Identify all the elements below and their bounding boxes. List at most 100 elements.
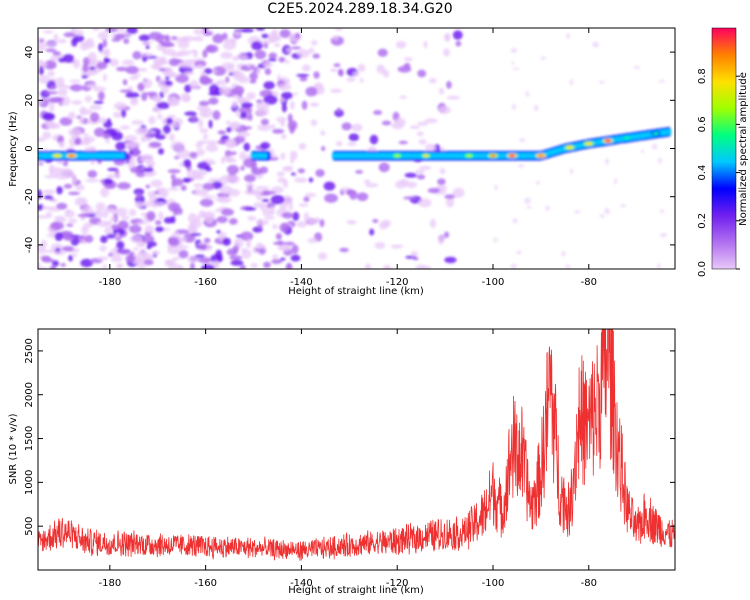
spectral-noise-blob xyxy=(100,235,108,244)
spectral-noise-blob xyxy=(221,62,235,69)
spectral-noise-blob xyxy=(163,193,168,199)
spectral-noise-blob xyxy=(97,256,109,261)
spectral-noise-blob xyxy=(38,100,45,104)
spectral-noise-blob xyxy=(231,100,238,108)
spectral-noise-blob xyxy=(228,218,238,225)
spectral-noise-blob xyxy=(172,256,181,261)
spectral-noise-blob xyxy=(620,204,626,208)
spectral-noise-blob xyxy=(429,218,437,229)
spectral-noise-blob xyxy=(167,246,181,255)
spectral-noise-blob xyxy=(123,38,130,44)
spectral-noise-blob xyxy=(307,237,318,244)
spectral-noise-blob xyxy=(152,201,166,206)
spectral-noise-blob xyxy=(321,145,326,152)
spectral-noise-blob xyxy=(130,97,139,103)
spectral-noise-blob xyxy=(376,64,386,74)
spectral-noise-blob xyxy=(335,28,343,31)
spectral-noise-blob xyxy=(126,141,139,148)
spectral-noise-blob xyxy=(443,48,450,57)
spectral-noise-blob xyxy=(213,69,218,73)
spectral-noise-blob xyxy=(263,216,276,220)
spectral-noise-blob xyxy=(438,87,445,95)
spectral-noise-blob xyxy=(184,71,195,76)
spectral-noise-blob xyxy=(100,187,110,198)
spectral-noise-blob xyxy=(208,119,213,129)
ridge-hotspot xyxy=(585,142,592,146)
spectral-noise-blob xyxy=(246,238,252,249)
snr-x-tick-label: -80 xyxy=(581,578,597,589)
spectral-noise-blob xyxy=(183,159,192,168)
spectral-noise-blob xyxy=(163,217,173,224)
spectral-noise-blob xyxy=(38,215,48,219)
spectral-noise-blob xyxy=(160,42,175,48)
spectral-noise-blob xyxy=(132,247,139,251)
spectral-noise-blob xyxy=(320,130,326,136)
spectral-noise-blob xyxy=(105,28,118,33)
spectral-noise-blob xyxy=(383,264,392,269)
spectral-noise-blob xyxy=(121,215,130,221)
spectral-noise-blob xyxy=(372,218,379,223)
spectral-noise-blob xyxy=(240,111,247,118)
spectral-noise-blob xyxy=(216,229,221,234)
spectral-noise-blob xyxy=(157,113,163,120)
spectral-noise-blob xyxy=(279,222,290,233)
spectral-noise-blob xyxy=(247,112,253,121)
spectral-noise-blob xyxy=(241,102,253,109)
spectral-noise-blob xyxy=(143,259,154,266)
spectral-noise-blob xyxy=(330,68,338,73)
spectral-noise-blob xyxy=(418,198,432,208)
spectral-noise-blob xyxy=(104,178,113,185)
colorbar-tick-label: 0.6 xyxy=(697,116,708,132)
spectral-noise-blob xyxy=(339,247,349,253)
spectral-noise-blob xyxy=(381,120,392,126)
snr-x-tick-label: -140 xyxy=(290,578,313,589)
spectral-noise-blob xyxy=(445,32,451,42)
spectral-noise-blob xyxy=(42,131,52,140)
spectral-noise-blob xyxy=(437,178,446,186)
spectral-noise-blob xyxy=(230,259,244,266)
spectral-noise-blob xyxy=(240,165,245,171)
spectral-noise-blob xyxy=(281,212,294,219)
spectral-noise-blob xyxy=(155,220,162,226)
spectrogram-panel: -180 -160 -140 -120 -100 -80 -40 -20 0 20 40 Heig… xyxy=(8,27,676,297)
spectral-noise-blob xyxy=(170,173,176,180)
spectral-noise-blob xyxy=(569,168,574,174)
spectral-noise-blob xyxy=(381,219,392,228)
spectral-noise-blob xyxy=(416,131,424,137)
spectral-noise-blob xyxy=(169,72,180,78)
spectral-noise-blob xyxy=(44,91,59,95)
spectral-noise-blob xyxy=(180,92,191,103)
spectral-noise-blob xyxy=(56,202,68,210)
spectral-noise-blob xyxy=(445,197,455,208)
spectrogram-y-axis-label: Frequency (Hz) xyxy=(8,111,19,187)
spectral-noise-blob xyxy=(418,139,427,145)
spectral-noise-blob xyxy=(178,249,189,259)
spectral-noise-blob xyxy=(272,224,278,230)
spectral-noise-blob xyxy=(199,128,209,134)
spectral-noise-blob xyxy=(133,188,145,196)
spectral-noise-blob xyxy=(177,265,184,269)
spectral-noise-blob xyxy=(135,67,148,72)
spectral-noise-blob xyxy=(38,74,50,84)
spectral-noise-blob xyxy=(598,80,605,84)
spectral-noise-blob xyxy=(278,244,288,250)
spectral-noise-blob xyxy=(599,214,605,218)
spectral-noise-blob xyxy=(404,57,413,62)
spectral-noise-blob xyxy=(256,107,270,116)
spectral-noise-blob xyxy=(226,164,239,175)
spectral-noise-blob xyxy=(83,222,94,228)
spectral-noise-blob xyxy=(289,100,295,110)
spectral-noise-blob xyxy=(391,122,405,130)
spectral-noise-blob xyxy=(97,31,109,40)
spectral-noise-blob xyxy=(356,192,369,202)
spectral-noise-blob xyxy=(132,73,142,77)
spectral-noise-blob xyxy=(130,166,142,174)
spectral-noise-blob xyxy=(278,56,286,63)
spectral-noise-blob xyxy=(106,118,111,124)
spectral-noise-blob xyxy=(592,41,599,48)
spectral-noise-blob xyxy=(511,103,517,110)
spectral-noise-blob xyxy=(199,198,214,207)
spectral-noise-blob xyxy=(121,59,135,66)
spectral-noise-blob xyxy=(455,40,462,47)
spectral-noise-blob xyxy=(76,115,82,119)
